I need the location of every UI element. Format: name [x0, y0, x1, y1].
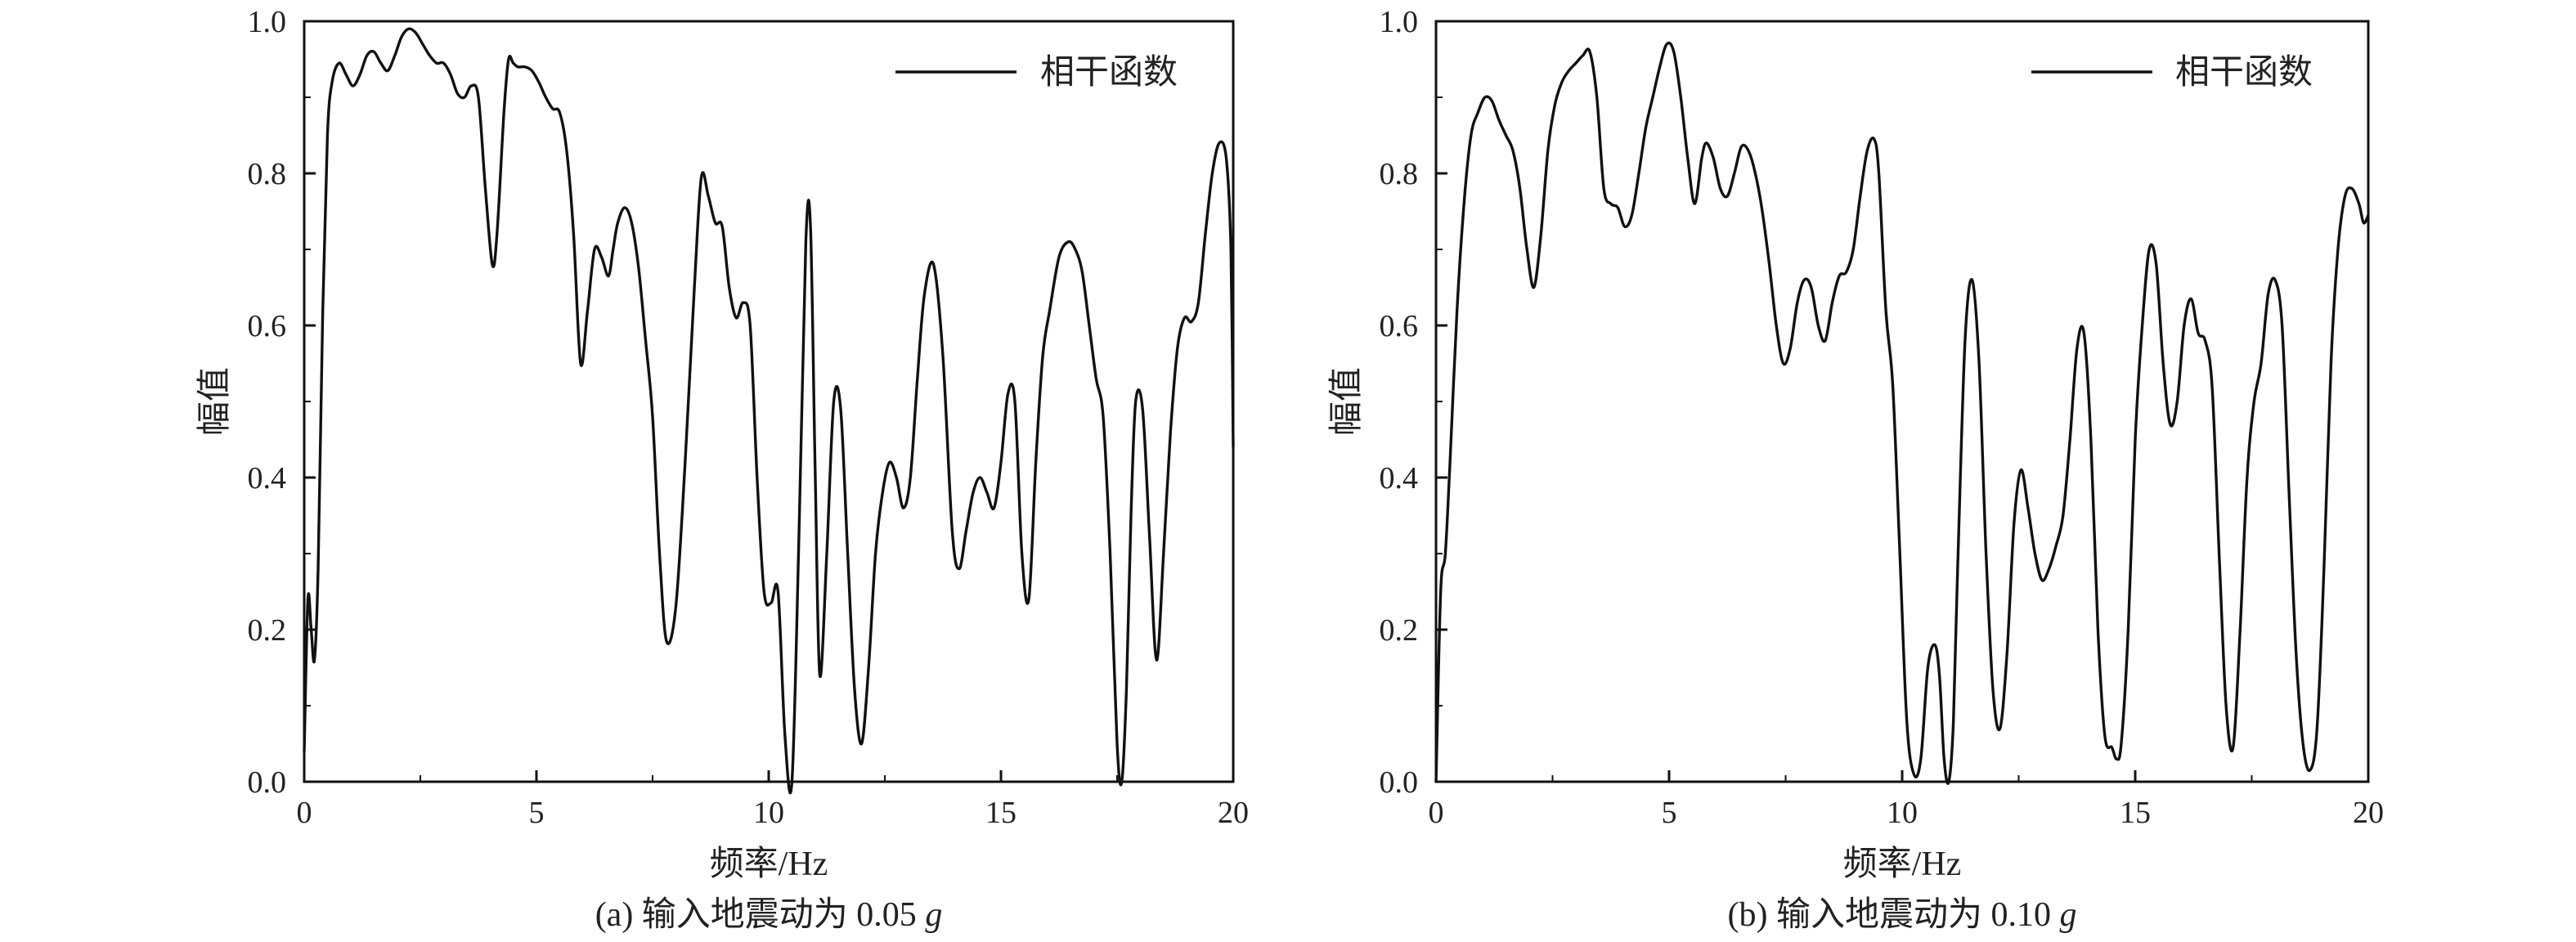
- legend-label: 相干函数: [1040, 54, 1178, 92]
- legend-label: 相干函数: [2175, 54, 2313, 92]
- y-tick-label: 0.6: [248, 309, 287, 343]
- x-tick-label: 10: [1887, 796, 1918, 830]
- panel-a: 0 5 10 15 20 0.0 0.2 0.4 0.6 0.8 1.0 相干函数 频率/Hz 幅值…: [196, 5, 1249, 934]
- caption-a-text: (a) 输入地震动为 0.05: [595, 896, 926, 934]
- axis-ticks: 0 5 10 15 20 0.0 0.2 0.4 0.6 0.8 1.0: [1380, 5, 2385, 830]
- y-tick-label: 0.4: [248, 461, 287, 496]
- x-axis-title: 频率/Hz: [1843, 845, 1962, 883]
- caption-b: (b) 输入地震动为 0.10 g: [1728, 896, 2077, 934]
- caption-b-g: g: [2059, 896, 2076, 934]
- x-tick-label: 10: [753, 796, 784, 830]
- x-tick-label: 5: [529, 796, 545, 830]
- coherence-line: [1434, 41, 2370, 785]
- x-tick-label: 20: [1218, 796, 1249, 830]
- y-axis-title: 幅值: [1328, 367, 1366, 436]
- y-tick-label: 0.6: [1380, 309, 1419, 343]
- x-tick-label: 5: [1662, 796, 1677, 830]
- x-tick-label: 20: [2353, 796, 2384, 830]
- y-tick-label: 1.0: [1380, 5, 1419, 39]
- plot-frame: [1434, 20, 2370, 783]
- y-tick-label: 0.2: [248, 613, 287, 648]
- y-tick-label: 0.4: [1380, 461, 1419, 496]
- x-tick-label: 0: [1429, 796, 1444, 830]
- x-tick-label: 0: [297, 796, 312, 830]
- caption-a-g: g: [925, 896, 942, 934]
- coherence-line: [303, 27, 1235, 795]
- x-tick-label: 15: [985, 796, 1016, 830]
- y-tick-label: 0.2: [1380, 613, 1419, 648]
- x-tick-label: 15: [2120, 796, 2151, 830]
- y-tick-label: 0.0: [248, 765, 287, 800]
- y-tick-label: 0.8: [248, 157, 287, 191]
- y-tick-label: 0.8: [1380, 157, 1419, 191]
- panel-b: 0 5 10 15 20 0.0 0.2 0.4 0.6 0.8 1.0 相干函数 频率/Hz 幅值…: [1328, 5, 2384, 934]
- y-tick-label: 0.0: [1380, 765, 1419, 800]
- caption-a: (a) 输入地震动为 0.05 g: [595, 896, 943, 934]
- y-axis-title: 幅值: [196, 367, 234, 436]
- y-tick-label: 1.0: [248, 5, 287, 39]
- plot-frame: [303, 20, 1235, 783]
- caption-b-text: (b) 输入地震动为 0.10: [1728, 896, 2060, 934]
- axis-ticks: 0 5 10 15 20 0.0 0.2 0.4 0.6 0.8 1.0: [248, 5, 1250, 830]
- x-axis-title: 频率/Hz: [710, 845, 828, 883]
